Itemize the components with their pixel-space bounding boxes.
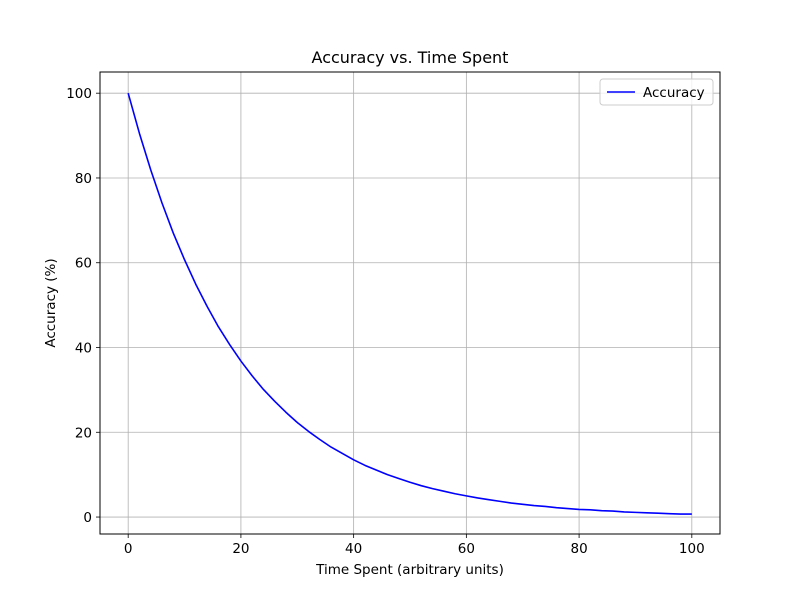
legend-box: [599, 78, 714, 106]
x-tick-label: 40: [345, 541, 362, 557]
x-axis: 0 20 40 60 80 100: [124, 534, 705, 557]
plot-frame: [99, 71, 721, 535]
series-line-accuracy: [127, 92, 692, 515]
y-tick-label: 20: [75, 425, 92, 441]
x-tick-label: 80: [570, 541, 587, 557]
y-tick-label: 40: [75, 341, 92, 357]
x-tick-label: 20: [232, 541, 249, 557]
x-tick-label: 100: [679, 541, 705, 557]
chart-title: Accuracy vs. Time Spent: [312, 48, 509, 67]
y-tick-label: 80: [75, 171, 92, 187]
x-tick-label: 0: [124, 541, 133, 557]
grid: [100, 72, 720, 534]
x-tick-label: 60: [458, 541, 475, 557]
y-tick-label: 60: [75, 256, 92, 272]
y-axis-label: Accuracy (%): [43, 258, 59, 347]
y-axis: 0 20 40 60 80 100: [66, 86, 100, 526]
series-layer: [127, 92, 692, 515]
y-tick-label: 0: [83, 510, 92, 526]
y-tick-label: 100: [66, 86, 92, 102]
legend: Accuracy: [599, 78, 714, 106]
x-axis-label: Time Spent (arbitrary units): [315, 562, 504, 578]
legend-label: Accuracy: [643, 85, 705, 101]
